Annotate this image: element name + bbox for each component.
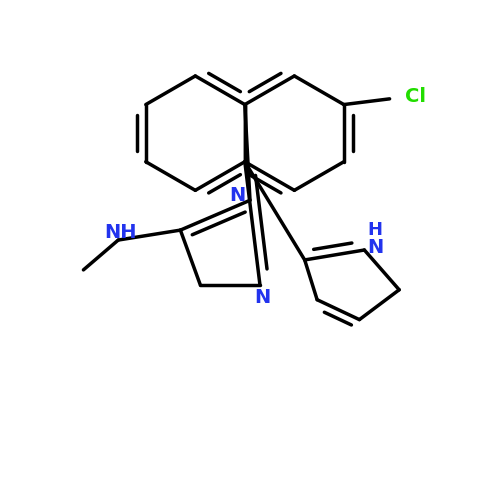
Text: H: H bbox=[368, 221, 383, 239]
Text: N: N bbox=[367, 238, 384, 257]
Text: Cl: Cl bbox=[404, 87, 425, 106]
Text: N: N bbox=[230, 186, 246, 205]
Text: NH: NH bbox=[104, 223, 137, 242]
Text: N: N bbox=[254, 288, 270, 306]
